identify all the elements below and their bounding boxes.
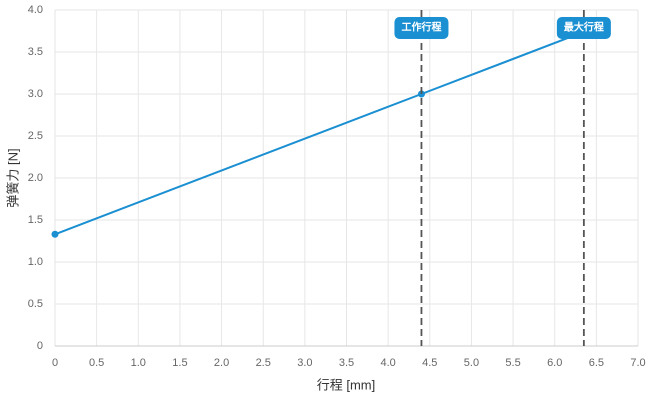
annotation-box — [394, 17, 449, 39]
x-tick-label: 3.0 — [297, 357, 312, 369]
point — [51, 230, 59, 238]
x-tick-label: 6.0 — [547, 357, 562, 369]
x-tick-label: 1.5 — [172, 357, 187, 369]
x-tick-label: 5.0 — [464, 357, 479, 369]
y-tick-label: 4.0 — [28, 4, 43, 16]
y-tick-label: 0 — [37, 340, 43, 352]
y-tick-label: 0.5 — [28, 298, 43, 310]
x-tick-label: 3.5 — [339, 357, 354, 369]
y-axis-title: 弹簧力 [N] — [5, 148, 20, 207]
x-tick-label: 4.5 — [422, 357, 437, 369]
annotation-label: 最大行程 — [564, 21, 604, 34]
x-tick-label: 2.5 — [256, 357, 271, 369]
y-tick-label: 2.0 — [28, 172, 43, 184]
x-tick-label: 7.0 — [630, 357, 645, 369]
y-tick-label: 3.5 — [28, 46, 43, 58]
y-tick-label: 1.0 — [28, 256, 43, 268]
y-tick-label: 3.0 — [28, 88, 43, 100]
x-tick-label: 0 — [52, 357, 58, 369]
annotation-label: 工作行程 — [401, 21, 441, 34]
x-tick-label: 2.0 — [214, 357, 229, 369]
x-tick-label: 0.5 — [89, 357, 104, 369]
x-tick-label: 6.5 — [589, 357, 604, 369]
x-axis-title: 行程 [mm] — [317, 377, 376, 392]
annotation-box — [556, 17, 611, 39]
series-line — [54, 30, 585, 236]
y-tick-label: 2.5 — [28, 130, 43, 142]
x-tick-label: 4.0 — [380, 357, 395, 369]
y-tick-label: 1.5 — [28, 214, 43, 226]
x-tick-label: 5.5 — [505, 357, 520, 369]
x-tick-label: 1.0 — [131, 357, 146, 369]
